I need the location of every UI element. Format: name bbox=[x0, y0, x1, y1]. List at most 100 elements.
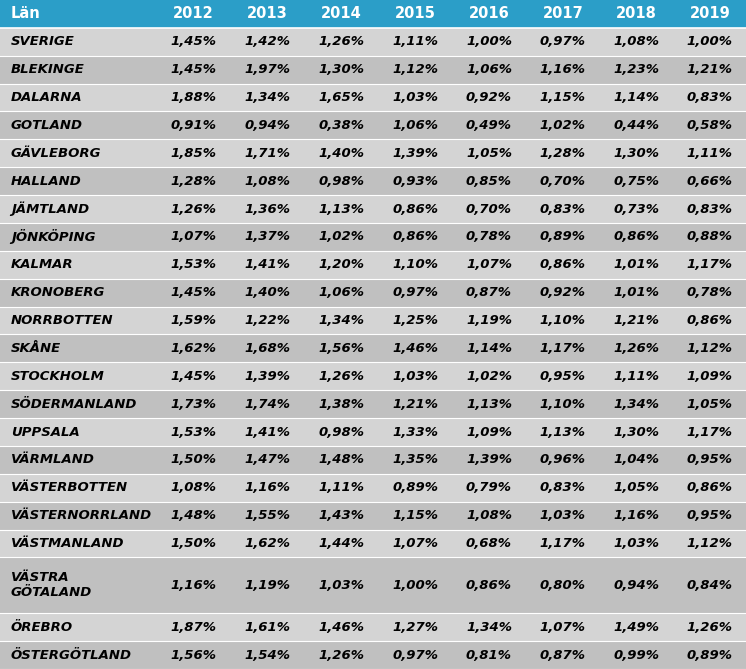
Text: 1,11%: 1,11% bbox=[392, 35, 438, 48]
Bar bbox=[452, 0, 526, 28]
Text: 1,05%: 1,05% bbox=[687, 397, 733, 411]
Text: 1,26%: 1,26% bbox=[171, 203, 216, 215]
Text: 0,68%: 0,68% bbox=[466, 537, 512, 550]
Text: 1,00%: 1,00% bbox=[687, 35, 733, 48]
Text: 1,00%: 1,00% bbox=[466, 35, 512, 48]
Text: 0,92%: 0,92% bbox=[466, 91, 512, 104]
Text: 1,02%: 1,02% bbox=[466, 370, 512, 383]
Text: 1,12%: 1,12% bbox=[687, 537, 733, 550]
Text: 0,79%: 0,79% bbox=[466, 481, 512, 494]
Text: 1,42%: 1,42% bbox=[245, 35, 290, 48]
Text: 1,34%: 1,34% bbox=[319, 314, 364, 327]
Text: 1,56%: 1,56% bbox=[171, 648, 216, 662]
Text: ÖSTERGÖTLAND: ÖSTERGÖTLAND bbox=[11, 648, 132, 662]
Text: 2013: 2013 bbox=[247, 7, 288, 21]
Text: 0,92%: 0,92% bbox=[540, 286, 586, 299]
Bar bbox=[0, 223, 746, 251]
Text: 0,83%: 0,83% bbox=[540, 203, 586, 215]
Text: 0,97%: 0,97% bbox=[540, 35, 586, 48]
Text: 0,83%: 0,83% bbox=[687, 203, 733, 215]
Text: 1,48%: 1,48% bbox=[319, 454, 364, 466]
Text: 1,17%: 1,17% bbox=[540, 537, 586, 550]
Text: 1,15%: 1,15% bbox=[540, 91, 586, 104]
Text: GOTLAND: GOTLAND bbox=[11, 119, 83, 132]
Text: 0,83%: 0,83% bbox=[540, 481, 586, 494]
Text: 1,56%: 1,56% bbox=[319, 342, 364, 355]
Text: 0,86%: 0,86% bbox=[392, 203, 438, 215]
Text: 0,86%: 0,86% bbox=[466, 579, 512, 592]
Text: 0,58%: 0,58% bbox=[687, 119, 733, 132]
Text: 0,87%: 0,87% bbox=[540, 648, 586, 662]
Text: 1,17%: 1,17% bbox=[540, 342, 586, 355]
Text: 0,98%: 0,98% bbox=[319, 175, 364, 188]
Text: 1,05%: 1,05% bbox=[614, 481, 659, 494]
Text: 1,16%: 1,16% bbox=[540, 63, 586, 76]
Text: 1,26%: 1,26% bbox=[319, 35, 364, 48]
Text: 1,08%: 1,08% bbox=[466, 509, 512, 522]
Text: ÖREBRO: ÖREBRO bbox=[11, 621, 73, 634]
Bar bbox=[304, 0, 378, 28]
Bar bbox=[0, 641, 746, 669]
Bar bbox=[0, 446, 746, 474]
Text: 2018: 2018 bbox=[616, 7, 657, 21]
Text: 1,55%: 1,55% bbox=[245, 509, 290, 522]
Bar bbox=[0, 167, 746, 195]
Text: 1,97%: 1,97% bbox=[245, 63, 290, 76]
Text: 1,16%: 1,16% bbox=[614, 509, 659, 522]
Text: GÄVLEBORG: GÄVLEBORG bbox=[11, 147, 101, 160]
Text: VÄRMLAND: VÄRMLAND bbox=[11, 454, 95, 466]
Text: 2019: 2019 bbox=[689, 7, 730, 21]
Bar bbox=[157, 0, 231, 28]
Text: 1,40%: 1,40% bbox=[319, 147, 364, 160]
Text: 1,34%: 1,34% bbox=[245, 91, 290, 104]
Text: 1,23%: 1,23% bbox=[614, 63, 659, 76]
Text: 1,46%: 1,46% bbox=[319, 621, 364, 634]
Text: 1,02%: 1,02% bbox=[319, 230, 364, 244]
Text: KRONOBERG: KRONOBERG bbox=[11, 286, 105, 299]
Text: 0,70%: 0,70% bbox=[466, 203, 512, 215]
Text: 0,89%: 0,89% bbox=[687, 648, 733, 662]
Text: 1,25%: 1,25% bbox=[392, 314, 438, 327]
Text: 2015: 2015 bbox=[395, 7, 436, 21]
Text: 0,75%: 0,75% bbox=[614, 175, 659, 188]
Text: 1,16%: 1,16% bbox=[245, 481, 290, 494]
Text: 1,39%: 1,39% bbox=[392, 147, 438, 160]
Text: 1,09%: 1,09% bbox=[466, 425, 512, 439]
Text: 1,13%: 1,13% bbox=[466, 397, 512, 411]
Text: 1,26%: 1,26% bbox=[319, 648, 364, 662]
Text: 0,96%: 0,96% bbox=[540, 454, 586, 466]
Text: DALARNA: DALARNA bbox=[11, 91, 83, 104]
Text: 1,06%: 1,06% bbox=[392, 119, 438, 132]
Text: 1,35%: 1,35% bbox=[392, 454, 438, 466]
Text: 1,13%: 1,13% bbox=[540, 425, 586, 439]
Text: SKÅNE: SKÅNE bbox=[11, 342, 61, 355]
Bar bbox=[0, 418, 746, 446]
Text: 1,74%: 1,74% bbox=[245, 397, 290, 411]
Text: 0,78%: 0,78% bbox=[687, 286, 733, 299]
Text: 1,45%: 1,45% bbox=[171, 370, 216, 383]
Text: 0,70%: 0,70% bbox=[540, 175, 586, 188]
Text: 1,10%: 1,10% bbox=[392, 258, 438, 272]
Text: 0,84%: 0,84% bbox=[687, 579, 733, 592]
Text: 1,73%: 1,73% bbox=[171, 397, 216, 411]
Text: 1,45%: 1,45% bbox=[171, 63, 216, 76]
Text: UPPSALA: UPPSALA bbox=[11, 425, 80, 439]
Bar bbox=[0, 557, 746, 613]
Text: 1,33%: 1,33% bbox=[392, 425, 438, 439]
Text: 1,21%: 1,21% bbox=[687, 63, 733, 76]
Text: 0,97%: 0,97% bbox=[392, 286, 438, 299]
Text: 1,30%: 1,30% bbox=[319, 63, 364, 76]
Text: 1,07%: 1,07% bbox=[466, 258, 512, 272]
Text: 1,50%: 1,50% bbox=[171, 537, 216, 550]
Text: 1,45%: 1,45% bbox=[171, 286, 216, 299]
Text: 1,03%: 1,03% bbox=[392, 370, 438, 383]
Text: JÖNKÖPING: JÖNKÖPING bbox=[11, 229, 95, 244]
Bar bbox=[0, 390, 746, 418]
Text: 1,08%: 1,08% bbox=[614, 35, 659, 48]
Text: 1,01%: 1,01% bbox=[614, 286, 659, 299]
Text: 1,43%: 1,43% bbox=[319, 509, 364, 522]
Text: 1,26%: 1,26% bbox=[687, 621, 733, 634]
Text: 0,94%: 0,94% bbox=[614, 579, 659, 592]
Text: 1,07%: 1,07% bbox=[171, 230, 216, 244]
Text: 1,26%: 1,26% bbox=[319, 370, 364, 383]
